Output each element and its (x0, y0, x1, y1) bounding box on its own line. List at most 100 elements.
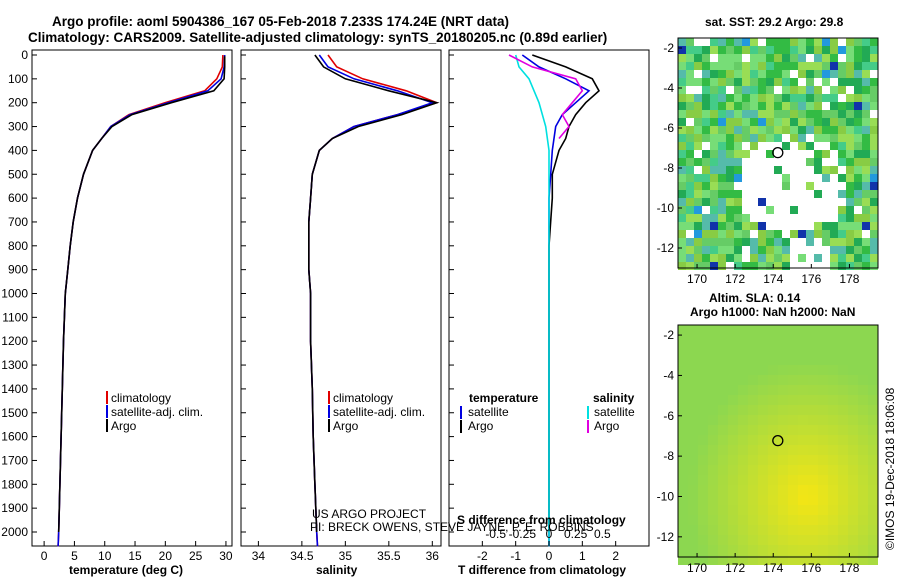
sst-cell (822, 94, 830, 102)
sst-cell (862, 182, 870, 190)
depth-axis-ticks: 0 100 200 300 400 500 600 700 800 900 1000 1100 1200… (1, 48, 454, 539)
sst-cell (750, 142, 758, 150)
sla-cell (868, 505, 878, 515)
sla-cell (868, 535, 878, 545)
sst-cell (790, 62, 798, 70)
sst-cell (750, 238, 758, 246)
sst-cell (846, 222, 854, 230)
sst-cell (846, 46, 854, 54)
sst-cell (854, 166, 862, 174)
sst-cell (726, 102, 734, 110)
sla-cell (708, 425, 718, 435)
sst-cell (750, 214, 758, 222)
map-y-tick-label: -4 (663, 368, 674, 382)
sst-cell (854, 38, 862, 46)
sla-cell (848, 325, 858, 335)
sla-cell (828, 465, 838, 475)
difference-tick-label: 2 (612, 549, 619, 563)
sst-cell (758, 222, 766, 230)
sst-cell (750, 102, 758, 110)
sst-cell (854, 86, 862, 94)
depth-tick-label: 100 (8, 72, 28, 86)
sst-cell (862, 86, 870, 94)
map-x-tick-label: 172 (725, 272, 745, 286)
sla-cell (788, 345, 798, 355)
sst-cell (862, 206, 870, 214)
sst-cell (766, 46, 774, 54)
sla-cell (688, 505, 698, 515)
sla-cell (788, 475, 798, 485)
sst-cell (702, 262, 710, 270)
sla-cell (838, 475, 848, 485)
sst-cell (750, 262, 758, 270)
sla-cell (768, 355, 778, 365)
sst-cell (710, 214, 718, 222)
sst-cell (814, 110, 822, 118)
sst-cell (726, 230, 734, 238)
sla-cell (748, 505, 758, 515)
sst-cell (830, 126, 838, 134)
sla-cell (718, 495, 728, 505)
sst-cell (782, 198, 790, 206)
sst-cell (774, 38, 782, 46)
sla-cell (718, 465, 728, 475)
salinity-tick-label: 34 (252, 549, 266, 563)
sla-cell (768, 365, 778, 375)
sst-cell (726, 118, 734, 126)
sla-cell (818, 385, 828, 395)
sla-cell (698, 425, 708, 435)
sst-cell (718, 86, 726, 94)
sla-cell (858, 535, 868, 545)
sla-cell (868, 365, 878, 375)
sla-cell (828, 385, 838, 395)
sla-cell (808, 545, 818, 555)
legend-climatology: climatology (333, 391, 393, 405)
sst-cell (862, 102, 870, 110)
sla-cell (838, 405, 848, 415)
sst-cell (694, 190, 702, 198)
sst-cell (734, 54, 742, 62)
sst-cell (774, 198, 782, 206)
sst-cell (790, 230, 798, 238)
sla-cell (798, 485, 808, 495)
sst-cell (678, 206, 686, 214)
sst-cell (806, 230, 814, 238)
sst-cell (702, 118, 710, 126)
sst-cell (734, 182, 742, 190)
sla-cell (698, 505, 708, 515)
sla-cell (788, 435, 798, 445)
sla-cell (828, 445, 838, 455)
sst-cell (702, 214, 710, 222)
sla-cell (788, 385, 798, 395)
difference-tick-label: 1 (579, 549, 586, 563)
sst-cell (854, 222, 862, 230)
sst-cell (798, 206, 806, 214)
sst-cell (806, 46, 814, 54)
series-line-climatology (307, 54, 440, 547)
sla-cell (708, 335, 718, 345)
sst-cell (694, 166, 702, 174)
sla-cell (798, 545, 808, 555)
sst-cell (830, 142, 838, 150)
sla-cell (828, 545, 838, 555)
sla-cell (738, 385, 748, 395)
sla-cell (678, 335, 688, 345)
sst-cell (694, 150, 702, 158)
sla-cell (848, 435, 858, 445)
sst-cell (766, 214, 774, 222)
sst-cell (814, 102, 822, 110)
sst-cell (854, 70, 862, 78)
sla-cell (768, 385, 778, 395)
sst-cell (734, 142, 742, 150)
sst-cell (742, 78, 750, 86)
sla-cell (838, 435, 848, 445)
sst-cell (790, 78, 798, 86)
sst-cell (678, 134, 686, 142)
sst-cell (806, 150, 814, 158)
sst-cell (686, 246, 694, 254)
sst-cell (862, 94, 870, 102)
sst-cell (710, 142, 718, 150)
sst-cell (678, 166, 686, 174)
sst-cell (814, 246, 822, 254)
sst-cell (822, 134, 830, 142)
